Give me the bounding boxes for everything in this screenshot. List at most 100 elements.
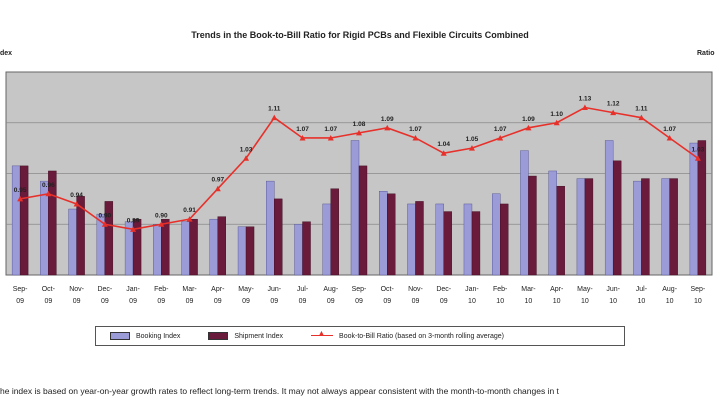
ratio-label: 0.90	[99, 212, 112, 219]
ratio-label: 1.07	[296, 126, 309, 133]
shipment-bar	[669, 178, 678, 276]
x-tick-label: Mar-	[521, 286, 536, 293]
ratio-point	[214, 185, 221, 192]
x-tick-year: 09	[129, 298, 137, 305]
x-tick-year: 09	[327, 298, 335, 305]
booking-bar	[181, 221, 190, 276]
x-tick-label: Feb-	[154, 286, 169, 293]
booking-bar	[68, 208, 77, 276]
booking-bar	[435, 203, 444, 276]
x-tick-label: Jun-	[606, 286, 620, 293]
shipment-bar	[584, 178, 594, 276]
footnote: he index is based on year-on-year growth…	[0, 386, 559, 396]
legend-item-ratio: Book-to-Bill Ratio (based on 3-month rol…	[311, 330, 504, 340]
ratio-point	[327, 134, 334, 141]
shipment-bar	[161, 218, 170, 276]
x-tick-year: 10	[694, 298, 702, 305]
x-tick-label: Sep-	[690, 286, 705, 293]
booking-bar	[492, 193, 501, 276]
booking-bar	[463, 203, 473, 276]
ratio-point	[186, 216, 193, 222]
ratio-point	[384, 124, 391, 131]
x-tick-year: 09	[242, 298, 250, 305]
x-tick-year: 10	[581, 298, 589, 305]
ratio-point	[468, 145, 475, 151]
shipment-bar	[330, 188, 339, 276]
shipment-bar	[358, 165, 368, 276]
ratio-point	[271, 114, 278, 121]
ratio-point	[694, 155, 701, 161]
shipment-swatch	[208, 332, 229, 340]
booking-bar	[604, 140, 614, 276]
booking-bar	[237, 226, 247, 276]
ratio-point	[73, 200, 80, 207]
x-tick-year: 10	[496, 298, 504, 305]
ratio-label: 1.03	[692, 146, 705, 153]
shipment-bar	[19, 165, 29, 276]
booking-bar	[322, 203, 331, 276]
x-tick-year: 10	[609, 298, 617, 305]
x-tick-label: Sep-	[13, 286, 28, 293]
booking-bar	[576, 178, 586, 276]
x-tick-year: 10	[468, 298, 476, 305]
ratio-label: 0.95	[14, 187, 27, 194]
ratio-label: 0.97	[211, 177, 224, 184]
ratio-point	[666, 134, 673, 141]
shipment-bar	[76, 196, 85, 276]
ratio-label: 1.11	[268, 106, 281, 113]
ratio-labels-group: 0.95 0.96 0.94 0.90 0.89 0.90 0.91 0.97 1.03 1.11…	[14, 96, 705, 225]
x-tick-label: Jun-	[267, 286, 281, 293]
legend-item-shipment: Shipment Index	[208, 332, 283, 340]
ratio-point	[638, 114, 645, 121]
x-tick-year: 09	[355, 298, 363, 305]
shipment-bar	[471, 211, 481, 276]
legend: Booking Index Shipment Index Book-to-Bil…	[95, 326, 625, 346]
ratio-label: 1.09	[381, 116, 394, 123]
ratio-label: 1.05	[466, 136, 479, 143]
x-tick-label: Jan-	[126, 286, 140, 293]
ratio-label: 0.91	[183, 207, 196, 214]
x-tick-label: May-	[238, 286, 254, 293]
x-tick-year: 09	[412, 298, 420, 305]
right-axis-label: Ratio	[697, 50, 715, 57]
ratio-point	[497, 134, 504, 141]
x-tick-label: Mar-	[182, 286, 197, 293]
x-tick-year: 09	[270, 298, 278, 305]
x-tick-year: 09	[16, 298, 24, 305]
bars-group	[11, 140, 707, 276]
ratio-label: 1.12	[607, 101, 620, 108]
shipment-bar	[245, 226, 255, 276]
ratio-point	[525, 124, 532, 131]
shipment-bar	[189, 218, 198, 276]
booking-bar	[520, 150, 529, 276]
ratio-label: 0.89	[127, 217, 140, 224]
ratio-label: 1.10	[550, 111, 563, 118]
x-tick-label: Apr-	[550, 286, 564, 293]
ratio-point	[243, 155, 250, 161]
ratio-point	[101, 221, 108, 227]
booking-bar	[689, 142, 699, 276]
shipment-bar	[217, 216, 227, 276]
x-tick-label: Feb-	[493, 286, 508, 293]
booking-bar	[266, 180, 275, 276]
ratio-point	[610, 109, 617, 116]
x-tick-year: 09	[186, 298, 194, 305]
ratio-label: 1.07	[663, 126, 676, 133]
x-tick-label: Oct-	[381, 286, 395, 293]
shipment-bar	[556, 185, 565, 276]
x-tick-year: 09	[44, 298, 52, 305]
booking-bar	[294, 224, 303, 276]
ratio-point	[440, 150, 447, 156]
ratio-label: 0.94	[70, 192, 83, 199]
shipment-bar	[302, 221, 311, 276]
ratio-line-group	[17, 104, 701, 232]
booking-bar	[633, 180, 642, 276]
ratio-point	[553, 119, 560, 126]
booking-bar	[548, 170, 557, 276]
shipment-bar	[132, 218, 142, 276]
booking-bar	[209, 218, 219, 276]
booking-bar	[153, 224, 162, 276]
ratio-label: 1.04	[437, 141, 450, 148]
ratio-point	[158, 221, 165, 227]
